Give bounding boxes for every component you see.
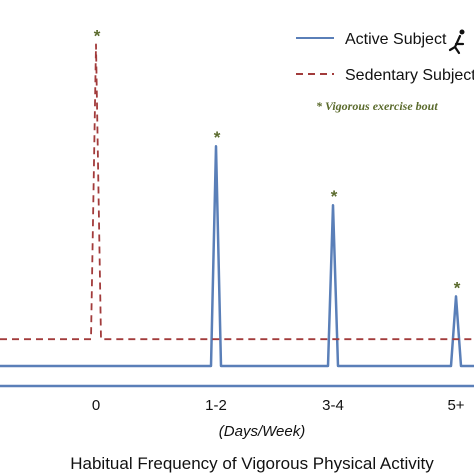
exercise-bout-note: * Vigorous exercise bout — [316, 99, 438, 113]
legend-sedentary-label: Sedentary Subject — [345, 67, 474, 84]
legend-active-label: Active Subject — [345, 31, 447, 48]
x-axis-unit-label: (Days/Week) — [219, 423, 305, 440]
exercise-bout-marker: * — [331, 187, 338, 206]
x-tick-label: 5+ — [447, 397, 464, 414]
exercise-bout-marker: * — [214, 128, 221, 147]
x-tick-label: 1-2 — [205, 397, 227, 414]
exercise-bout-marker: * — [94, 26, 101, 45]
x-tick-label: 3-4 — [322, 397, 344, 414]
active-subject-line — [0, 144, 474, 368]
x-tick-label: 0 — [92, 397, 100, 414]
runner-icon — [448, 29, 465, 55]
x-axis-title: Habitual Frequency of Vigorous Physical … — [70, 454, 434, 473]
legend: Active Subject Sedentary Subject * Vigor… — [296, 29, 474, 113]
tick-layer: 0 1-2 3-4 5+ — [92, 397, 465, 414]
sedentary-subject-line — [0, 43, 474, 341]
series-layer — [0, 43, 474, 368]
marker-layer: * * * * — [94, 26, 461, 297]
exercise-bout-marker: * — [454, 278, 461, 297]
